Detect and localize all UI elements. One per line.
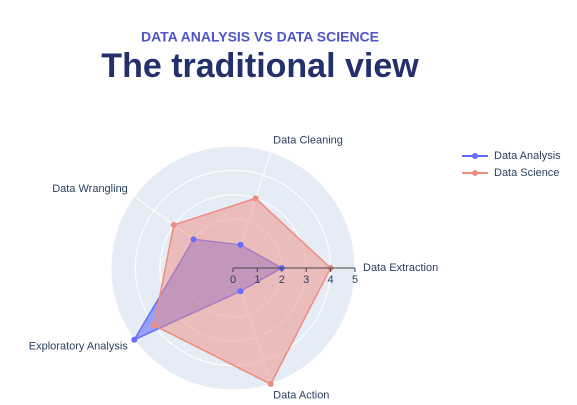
r-tick-label: 3 [303, 274, 309, 286]
marker [151, 322, 158, 329]
category-label: Data Action [273, 389, 329, 401]
category-label: Exploratory Analysis [29, 341, 129, 353]
marker [190, 236, 197, 243]
r-tick-label: 2 [279, 274, 285, 286]
r-tick-label: 0 [230, 274, 236, 286]
legend-marker [472, 153, 478, 159]
marker [237, 241, 244, 248]
r-tick-label: 5 [352, 274, 358, 286]
legend-label: Data Science [494, 167, 559, 179]
marker [252, 195, 259, 202]
category-label: Data Extraction [363, 262, 438, 274]
marker [267, 381, 274, 388]
marker [131, 336, 138, 343]
r-tick-label: 4 [328, 274, 334, 286]
legend-label: Data Analysis [494, 150, 561, 162]
category-label: Data Cleaning [273, 134, 343, 146]
category-label: Data Wrangling [52, 183, 128, 195]
marker [170, 221, 177, 228]
legend-marker [472, 170, 478, 176]
marker [237, 288, 244, 295]
chart-title: The traditional view [101, 47, 419, 85]
r-tick-label: 1 [254, 274, 260, 286]
chart-subtitle: DATA ANALYSIS VS DATA SCIENCE [141, 29, 379, 45]
